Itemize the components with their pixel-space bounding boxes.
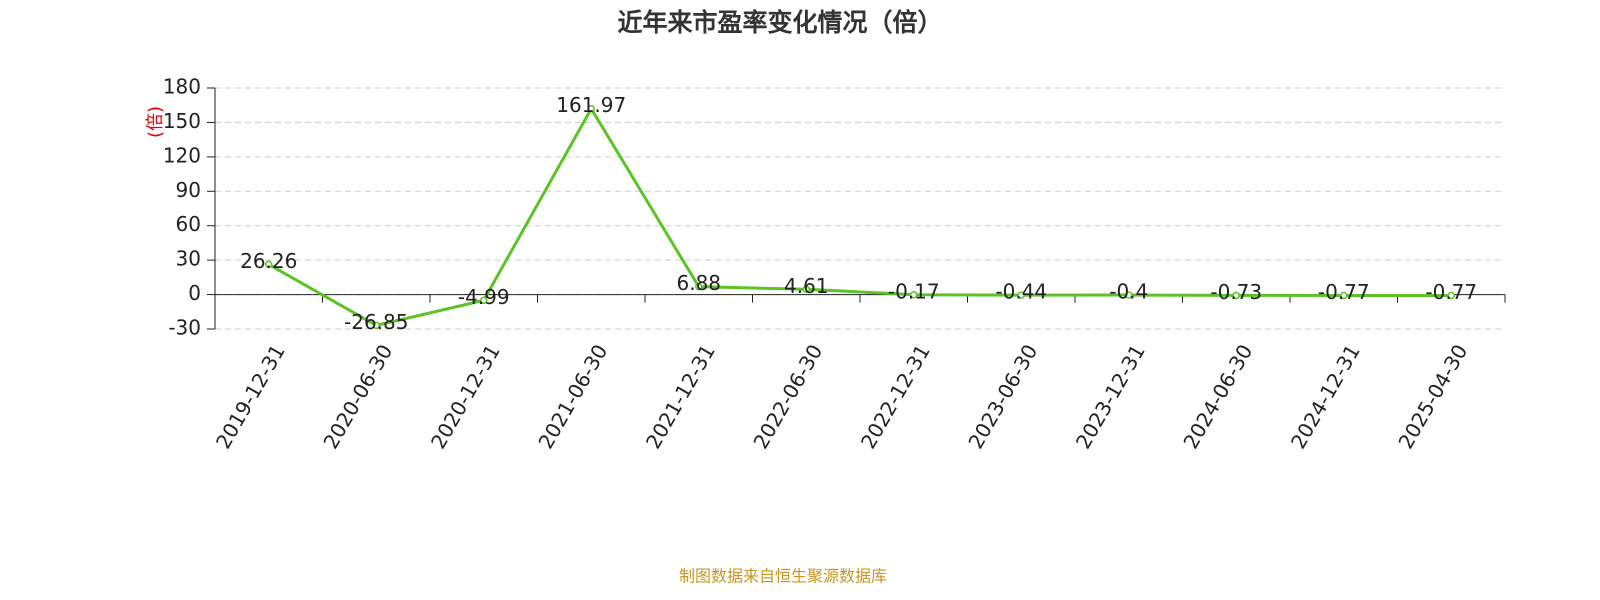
y-tick-label: 150 <box>163 109 201 133</box>
data-label: -0.17 <box>888 279 940 303</box>
x-tick-label: 2025-04-30 <box>1393 340 1472 453</box>
point <box>265 260 273 269</box>
point <box>1447 291 1455 300</box>
data-label: 6.88 <box>676 271 721 295</box>
x-tick-label: 2020-12-31 <box>426 340 505 453</box>
y-tick-label: 90 <box>176 178 201 202</box>
data-label: -0.44 <box>995 280 1047 304</box>
data-label: -0.77 <box>1425 280 1477 304</box>
x-tick-label: 2023-06-30 <box>963 340 1042 453</box>
point <box>695 282 703 291</box>
source-note: 制图数据来自恒生聚源数据库 <box>679 567 887 586</box>
point <box>1340 291 1348 300</box>
y-tick-label: -30 <box>168 316 201 340</box>
x-tick-label: 2024-06-30 <box>1178 340 1257 453</box>
y-tick-label: 120 <box>163 143 201 167</box>
data-label: -4.99 <box>458 285 510 309</box>
x-tick-label: 2021-06-30 <box>533 340 612 453</box>
x-tick-label: 2022-06-30 <box>748 340 827 453</box>
x-tick-label: 2019-12-31 <box>211 340 290 453</box>
data-label: -26.85 <box>344 310 408 334</box>
y-axis-label: (倍) <box>145 106 166 138</box>
point <box>480 296 488 305</box>
point <box>1232 291 1240 300</box>
data-label: 4.61 <box>784 274 829 298</box>
x-tick-label: 2023-12-31 <box>1071 340 1150 453</box>
data-label: 161.97 <box>556 93 626 117</box>
data-label: -0.77 <box>1318 280 1370 304</box>
chart-title: 近年来市盈率变化情况（倍） <box>617 8 942 37</box>
x-tick-label: 2022-12-31 <box>856 340 935 453</box>
x-tick-label: 2021-12-31 <box>641 340 720 453</box>
data-label: 26.26 <box>240 249 297 273</box>
point <box>1125 291 1133 299</box>
point <box>910 291 918 299</box>
point <box>1017 291 1025 299</box>
data-label: -0.4 <box>1109 280 1148 304</box>
x-tick-label: 2020-06-30 <box>318 340 397 453</box>
data-label: -0.73 <box>1210 280 1262 304</box>
point <box>372 321 380 330</box>
line <box>268 105 1452 327</box>
point <box>802 285 810 294</box>
x-tick-label: 2024-12-31 <box>1286 340 1365 453</box>
y-tick-label: 30 <box>176 247 201 271</box>
y-tick-label: 0 <box>188 281 201 305</box>
point <box>587 104 595 113</box>
y-tick-label: 180 <box>163 75 201 99</box>
y-tick-label: 60 <box>176 212 201 236</box>
